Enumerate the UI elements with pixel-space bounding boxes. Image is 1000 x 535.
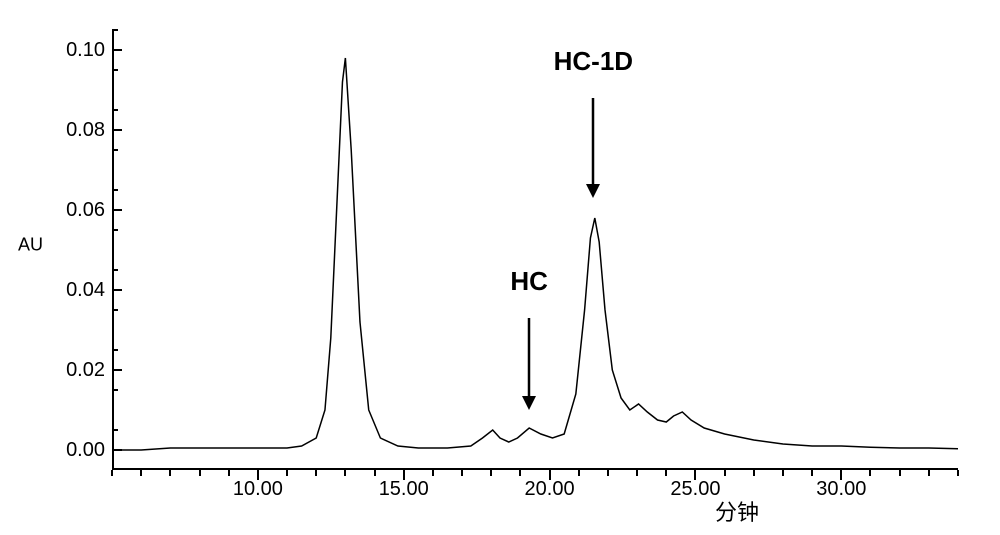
chromatogram-chart: AU 分钟 0.00 0.02 0.04 0.06 0.08 0.10 10.00 15.0…	[0, 0, 1000, 535]
x-tick-minor	[519, 470, 521, 476]
x-tick-minor	[607, 470, 609, 476]
x-tick-minor	[228, 470, 230, 476]
y-tick-label: 0.10	[66, 39, 105, 62]
y-tick-label: 0.04	[66, 279, 105, 302]
x-tick-minor	[724, 470, 726, 476]
y-tick-label: 0.02	[66, 359, 105, 382]
x-tick-label: 20.00	[525, 478, 575, 501]
x-tick-minor	[899, 470, 901, 476]
x-tick-minor	[461, 470, 463, 476]
x-tick-minor	[636, 470, 638, 476]
x-tick-minor	[753, 470, 755, 476]
x-tick-minor	[344, 470, 346, 476]
y-tick-label: 0.06	[66, 199, 105, 222]
x-tick-label: 30.00	[816, 478, 866, 501]
x-tick-minor	[811, 470, 813, 476]
peak-label: HC	[510, 266, 548, 297]
x-tick-minor	[140, 470, 142, 476]
x-tick-minor	[490, 470, 492, 476]
x-tick-minor	[928, 470, 930, 476]
x-tick-label: 25.00	[670, 478, 720, 501]
x-axis-label: 分钟	[715, 495, 759, 527]
x-tick-minor	[111, 470, 113, 476]
x-tick-minor	[782, 470, 784, 476]
x-tick-minor	[199, 470, 201, 476]
y-axis-label: AU	[18, 235, 43, 256]
y-tick-label: 0.08	[66, 119, 105, 142]
x-tick-label: 10.00	[233, 478, 283, 501]
peak-label: HC-1D	[554, 46, 633, 77]
x-tick-minor	[869, 470, 871, 476]
x-tick-minor	[315, 470, 317, 476]
x-tick-minor	[286, 470, 288, 476]
x-tick-minor	[957, 470, 959, 476]
x-tick-minor	[432, 470, 434, 476]
x-tick-minor	[169, 470, 171, 476]
y-tick-label: 0.00	[66, 439, 105, 462]
x-tick-minor	[374, 470, 376, 476]
x-tick-minor	[665, 470, 667, 476]
x-tick-minor	[578, 470, 580, 476]
x-tick-label: 15.00	[379, 478, 429, 501]
chromatogram-trace	[112, 30, 958, 470]
